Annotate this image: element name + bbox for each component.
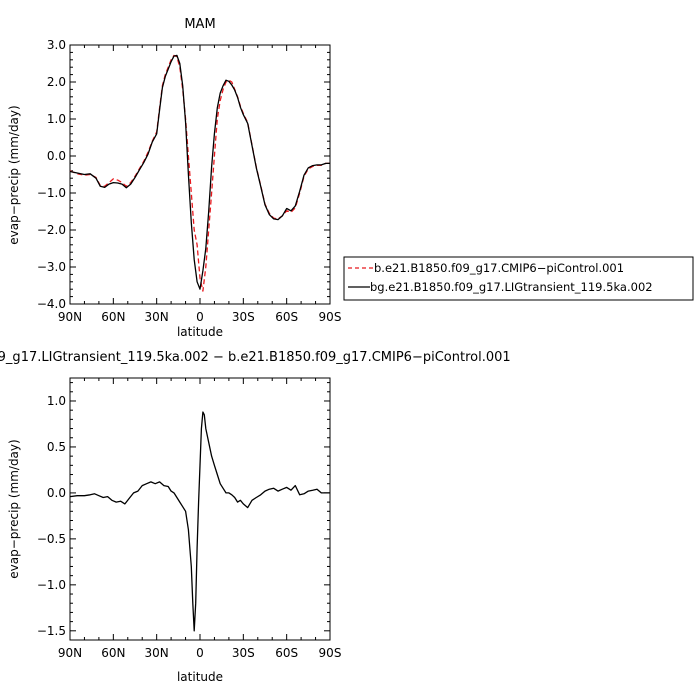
legend: b.e21.B1850.f09_g17.CMIP6−piControl.001 …: [343, 256, 694, 301]
top-y-ticks: 3.0 2.0 1.0 0.0 −1.0 −2.0 −3.0 −4.0: [37, 38, 330, 311]
top-y-tick-label: 3.0: [47, 38, 66, 52]
legend-box: [343, 256, 694, 301]
bottom-series: [69, 411, 330, 632]
top-x-ticks: 90N 60N 30N 0 30S 60S 90S: [58, 45, 342, 324]
top-plot-title: MAM: [184, 17, 215, 32]
bottom-y-tick-label: −1.5: [37, 624, 66, 638]
top-x-tick-label: 0: [196, 310, 204, 324]
bottom-x-tick-label: 90S: [319, 646, 342, 660]
bottom-x-tick-label: 30N: [145, 646, 169, 660]
top-x-tick-label: 30S: [232, 310, 255, 324]
top-y-tick-label: −4.0: [37, 297, 66, 311]
top-y-axis-title: evap−precip (mm/day): [7, 105, 21, 244]
top-series-line-1: [69, 54, 330, 290]
bottom-x-tick-label: 60N: [101, 646, 125, 660]
bottom-plot-frame: [69, 377, 331, 641]
top-x-tick-label: 30N: [145, 310, 169, 324]
bottom-y-ticks: 1.0 0.5 0.0 −0.5 −1.0 −1.5: [37, 382, 330, 641]
bottom-y-tick-label: −1.0: [37, 578, 66, 592]
bottom-plot-title: bg.e21.B1850.f09_g17.LIGtransient_119.5k…: [0, 350, 511, 365]
bottom-y-tick-label: −0.5: [37, 532, 66, 546]
bottom-x-tick-label: 90N: [58, 646, 82, 660]
bottom-y-tick-label: 0.0: [47, 486, 66, 500]
bottom-x-tick-label: 30S: [232, 646, 255, 660]
bottom-y-tick-label: 0.5: [47, 440, 66, 454]
top-x-tick-label: 60S: [275, 310, 298, 324]
top-y-tick-label: 1.0: [47, 112, 66, 126]
top-y-tick-label: −2.0: [37, 223, 66, 237]
top-x-tick-label: 90N: [58, 310, 82, 324]
legend-label-transient: bg.e21.B1850.f09_g17.LIGtransient_119.5k…: [370, 280, 653, 294]
bottom-x-tick-label: 0: [196, 646, 204, 660]
top-series-line-0: [69, 54, 330, 292]
top-y-tick-label: 2.0: [47, 75, 66, 89]
top-x-tick-label: 60N: [101, 310, 125, 324]
bottom-x-ticks: 90N 60N 30N 0 30S 60S 90S: [58, 378, 342, 660]
bottom-x-axis-title: latitude: [177, 670, 223, 684]
bottom-y-axis-title: evap−precip (mm/day): [7, 439, 21, 578]
top-plot-frame: [69, 44, 331, 305]
bottom-x-tick-label: 60S: [275, 646, 298, 660]
top-y-tick-label: 0.0: [47, 149, 66, 163]
legend-label-control: b.e21.B1850.f09_g17.CMIP6−piControl.001: [374, 261, 624, 275]
top-y-tick-label: −3.0: [37, 260, 66, 274]
bottom-plot: 1.00.50.0−0.5−1.0−1.5 90N 60N 30N 0 30S 60S 90…: [37, 377, 342, 660]
top-y-tick-label: −1.0: [37, 186, 66, 200]
top-x-axis-title: latitude: [177, 325, 223, 339]
bottom-series-line-0: [69, 411, 330, 632]
bottom-y-tick-label: 1.0: [47, 394, 66, 408]
top-x-tick-label: 90S: [319, 310, 342, 324]
top-plot: 3.02.01.00.0−1.0−2.0−3.0−4.0 90N 60N 30N 0 3…: [37, 38, 342, 324]
top-series: [69, 54, 330, 292]
